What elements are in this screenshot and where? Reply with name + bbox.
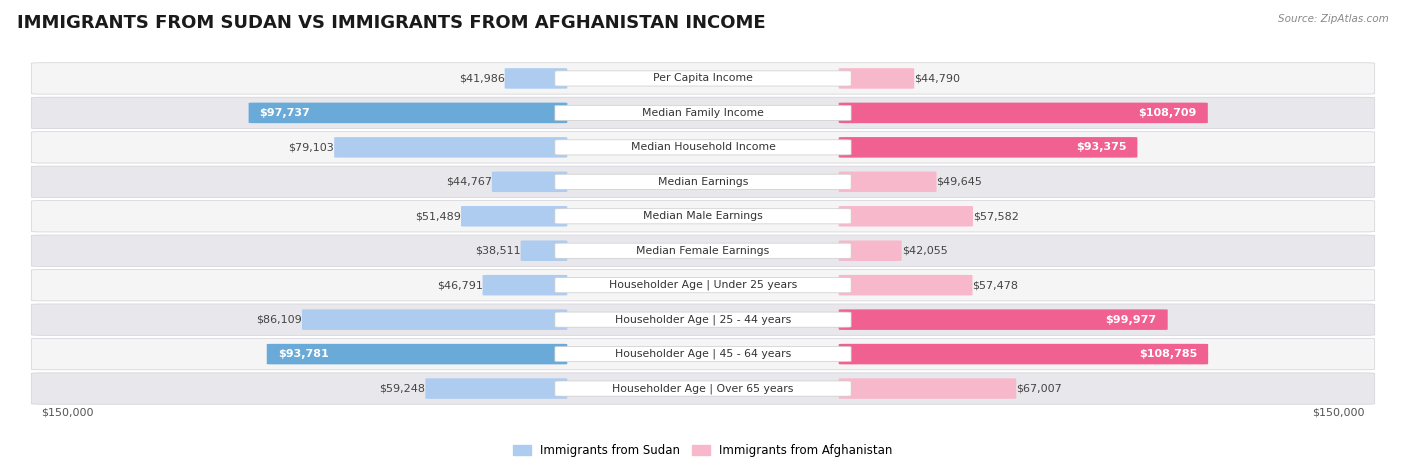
FancyBboxPatch shape bbox=[31, 166, 1375, 198]
Text: $79,103: $79,103 bbox=[288, 142, 335, 152]
FancyBboxPatch shape bbox=[482, 275, 567, 296]
Text: Median Household Income: Median Household Income bbox=[630, 142, 776, 152]
FancyBboxPatch shape bbox=[839, 309, 1168, 330]
Text: $59,248: $59,248 bbox=[380, 383, 426, 394]
Text: $67,007: $67,007 bbox=[1017, 383, 1062, 394]
FancyBboxPatch shape bbox=[839, 171, 936, 192]
FancyBboxPatch shape bbox=[839, 241, 901, 261]
FancyBboxPatch shape bbox=[31, 269, 1375, 301]
FancyBboxPatch shape bbox=[31, 201, 1375, 232]
FancyBboxPatch shape bbox=[839, 275, 973, 296]
FancyBboxPatch shape bbox=[461, 206, 567, 226]
Text: $57,478: $57,478 bbox=[973, 280, 1018, 290]
Text: $150,000: $150,000 bbox=[1312, 408, 1364, 418]
Text: $42,055: $42,055 bbox=[901, 246, 948, 256]
FancyBboxPatch shape bbox=[555, 381, 851, 396]
FancyBboxPatch shape bbox=[31, 63, 1375, 94]
Text: Householder Age | 25 - 44 years: Householder Age | 25 - 44 years bbox=[614, 314, 792, 325]
Text: $99,977: $99,977 bbox=[1105, 315, 1157, 325]
FancyBboxPatch shape bbox=[267, 344, 567, 364]
FancyBboxPatch shape bbox=[249, 103, 567, 123]
FancyBboxPatch shape bbox=[555, 243, 851, 258]
Text: $44,790: $44,790 bbox=[914, 73, 960, 84]
FancyBboxPatch shape bbox=[31, 373, 1375, 404]
FancyBboxPatch shape bbox=[839, 103, 1208, 123]
FancyBboxPatch shape bbox=[335, 137, 567, 158]
Text: $38,511: $38,511 bbox=[475, 246, 520, 256]
FancyBboxPatch shape bbox=[555, 140, 851, 155]
FancyBboxPatch shape bbox=[302, 309, 567, 330]
Text: $108,785: $108,785 bbox=[1139, 349, 1197, 359]
Text: Median Earnings: Median Earnings bbox=[658, 177, 748, 187]
Text: $86,109: $86,109 bbox=[256, 315, 302, 325]
Text: IMMIGRANTS FROM SUDAN VS IMMIGRANTS FROM AFGHANISTAN INCOME: IMMIGRANTS FROM SUDAN VS IMMIGRANTS FROM… bbox=[17, 14, 765, 32]
FancyBboxPatch shape bbox=[520, 241, 567, 261]
Text: Householder Age | Under 25 years: Householder Age | Under 25 years bbox=[609, 280, 797, 290]
FancyBboxPatch shape bbox=[31, 97, 1375, 128]
FancyBboxPatch shape bbox=[31, 339, 1375, 370]
Text: Per Capita Income: Per Capita Income bbox=[652, 73, 754, 84]
FancyBboxPatch shape bbox=[839, 378, 1017, 399]
FancyBboxPatch shape bbox=[492, 171, 567, 192]
FancyBboxPatch shape bbox=[426, 378, 567, 399]
Text: Householder Age | Over 65 years: Householder Age | Over 65 years bbox=[612, 383, 794, 394]
FancyBboxPatch shape bbox=[31, 235, 1375, 266]
FancyBboxPatch shape bbox=[555, 277, 851, 293]
Text: $49,645: $49,645 bbox=[936, 177, 983, 187]
Text: $97,737: $97,737 bbox=[260, 108, 311, 118]
FancyBboxPatch shape bbox=[555, 71, 851, 86]
FancyBboxPatch shape bbox=[555, 106, 851, 120]
FancyBboxPatch shape bbox=[555, 347, 851, 361]
FancyBboxPatch shape bbox=[555, 209, 851, 224]
Text: $93,375: $93,375 bbox=[1076, 142, 1126, 152]
Text: Source: ZipAtlas.com: Source: ZipAtlas.com bbox=[1278, 14, 1389, 24]
FancyBboxPatch shape bbox=[555, 312, 851, 327]
Text: $93,781: $93,781 bbox=[278, 349, 329, 359]
Legend: Immigrants from Sudan, Immigrants from Afghanistan: Immigrants from Sudan, Immigrants from A… bbox=[509, 439, 897, 462]
Text: $44,767: $44,767 bbox=[446, 177, 492, 187]
Text: Median Family Income: Median Family Income bbox=[643, 108, 763, 118]
Text: $57,582: $57,582 bbox=[973, 211, 1019, 221]
Text: $51,489: $51,489 bbox=[415, 211, 461, 221]
Text: $41,986: $41,986 bbox=[458, 73, 505, 84]
FancyBboxPatch shape bbox=[31, 132, 1375, 163]
FancyBboxPatch shape bbox=[839, 206, 973, 226]
Text: Householder Age | 45 - 64 years: Householder Age | 45 - 64 years bbox=[614, 349, 792, 359]
FancyBboxPatch shape bbox=[839, 137, 1137, 158]
Text: Median Female Earnings: Median Female Earnings bbox=[637, 246, 769, 256]
FancyBboxPatch shape bbox=[839, 68, 914, 89]
Text: $46,791: $46,791 bbox=[437, 280, 482, 290]
Text: Median Male Earnings: Median Male Earnings bbox=[643, 211, 763, 221]
Text: $108,709: $108,709 bbox=[1139, 108, 1197, 118]
FancyBboxPatch shape bbox=[505, 68, 567, 89]
FancyBboxPatch shape bbox=[839, 344, 1208, 364]
Text: $150,000: $150,000 bbox=[42, 408, 94, 418]
FancyBboxPatch shape bbox=[555, 174, 851, 190]
FancyBboxPatch shape bbox=[31, 304, 1375, 335]
